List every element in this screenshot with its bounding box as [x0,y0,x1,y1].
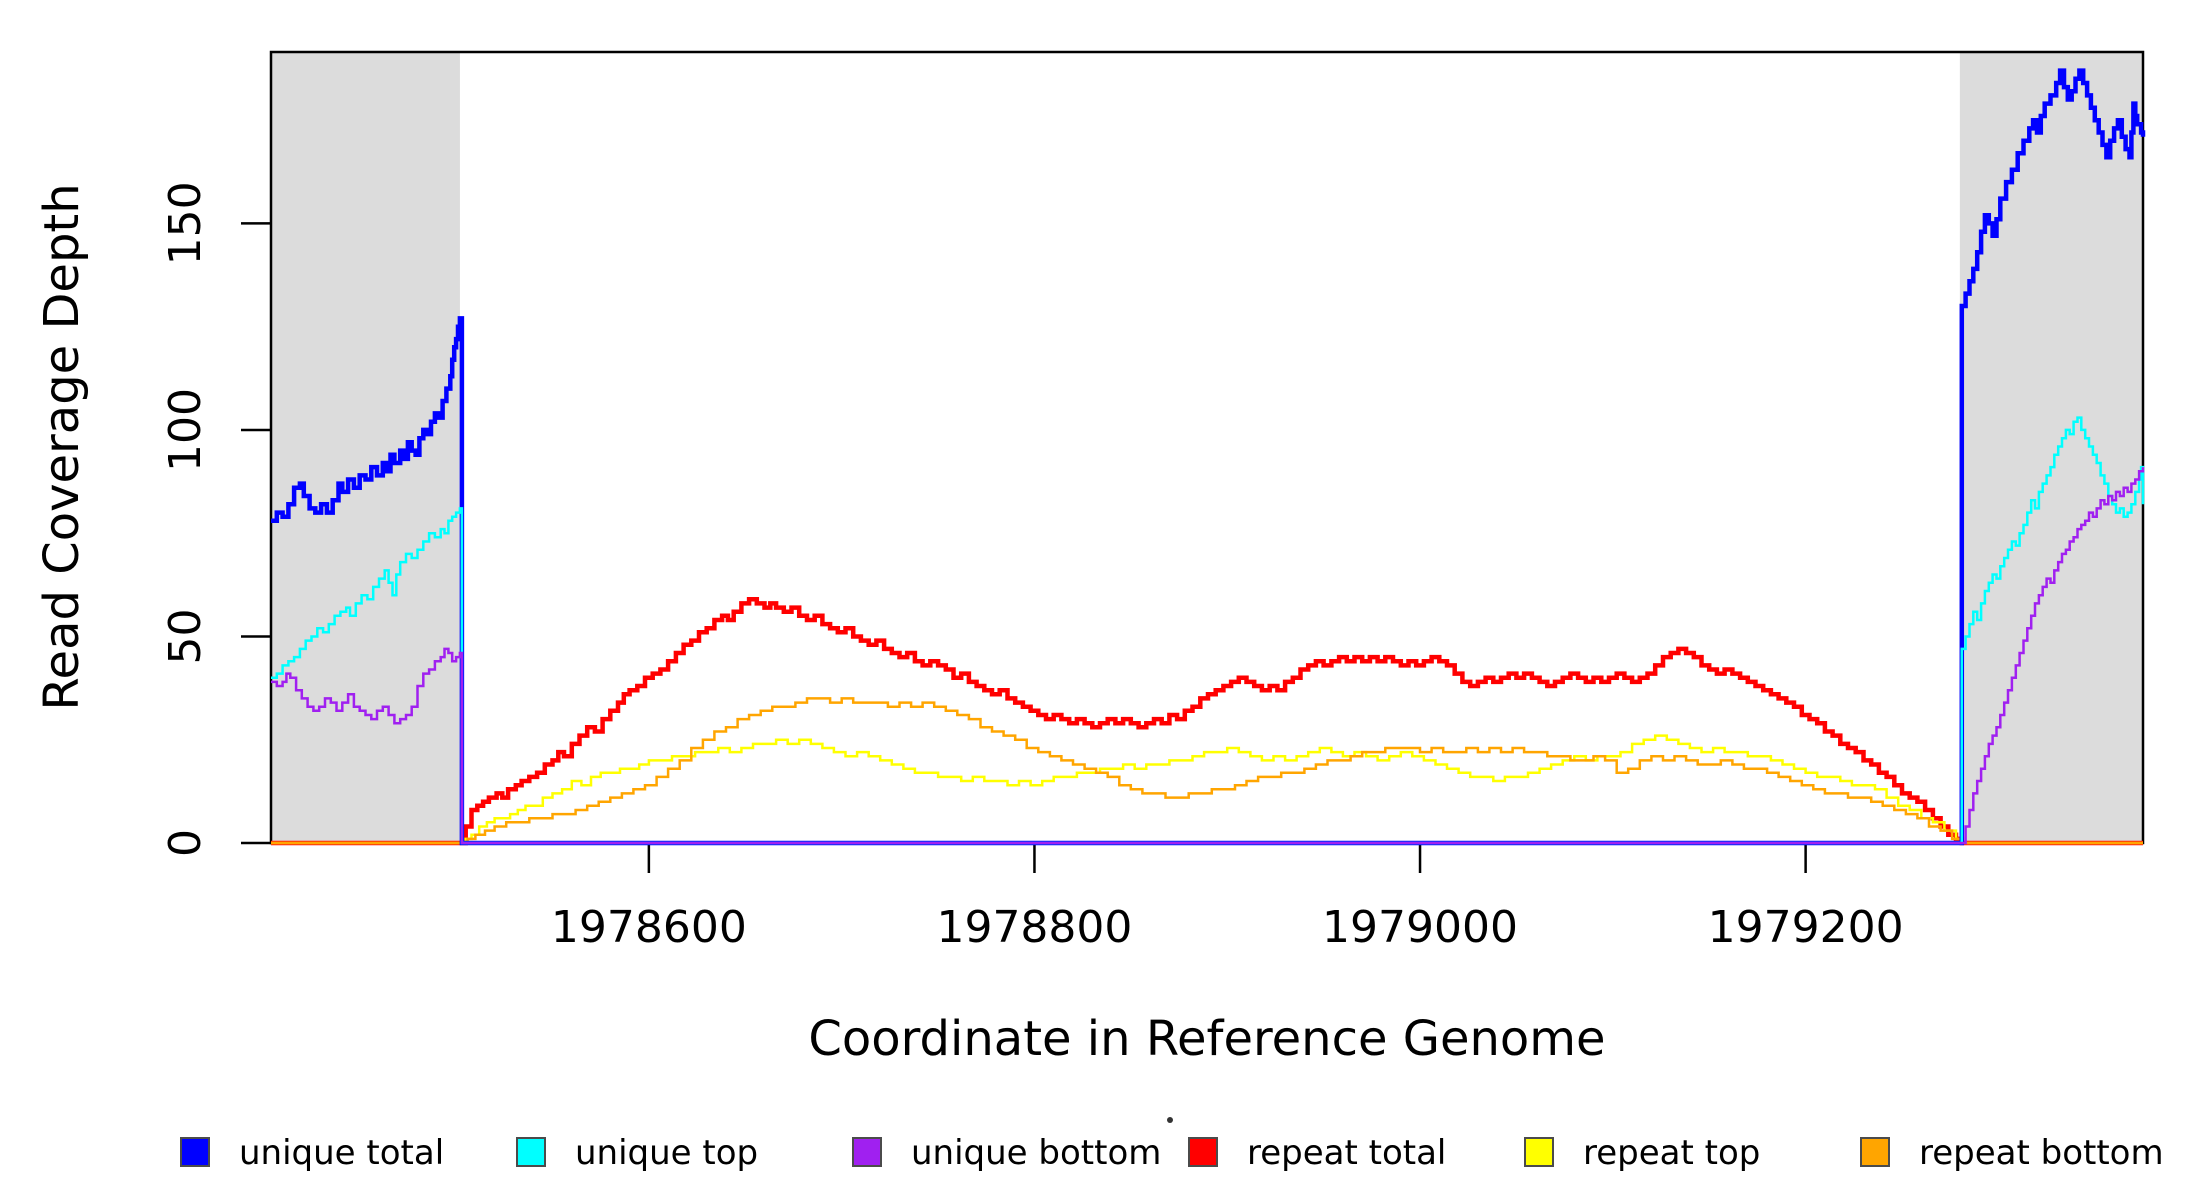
legend-swatch-unique-bottom [852,1137,882,1167]
shaded-regions [271,52,2143,843]
x-axis: 1978600 1978800 1979000 1979200 [551,843,1904,953]
series-line-unique-top [271,416,2145,845]
legend-label-repeat-bottom: repeat bottom [1919,1133,2164,1173]
x-tick-label: 1978800 [936,902,1132,953]
x-tick-label: 1978600 [551,902,747,953]
series-line-repeat-total [271,597,2143,846]
series-line-repeat-bottom [271,697,2143,845]
series-lines [271,68,2146,846]
series-line-unique-bottom [271,467,2145,845]
legend-label-repeat-total: repeat total [1247,1133,1446,1173]
y-axis-title: Read Coverage Depth [34,183,90,710]
x-axis-title: Coordinate in Reference Genome [808,1011,1605,1067]
legend-swatch-unique-total [180,1137,210,1167]
x-tick-label: 1979200 [1708,902,1904,953]
series-line-unique-total [271,68,2146,846]
shaded-region-left [271,52,460,843]
legend: unique total unique top unique bottom repea… [180,1133,2164,1173]
legend-swatch-repeat-bottom [1860,1137,1890,1167]
x-tick-label: 1979000 [1322,902,1518,953]
legend-swatch-repeat-top [1524,1137,1554,1167]
legend-label-unique-total: unique total [239,1133,444,1173]
shaded-region-right [1959,52,2143,843]
series-line-repeat-top [271,734,2143,845]
legend-label-unique-bottom: unique bottom [911,1133,1161,1173]
y-tick-label: 0 [160,829,211,857]
y-tick-label: 100 [160,388,211,472]
legend-label-unique-top: unique top [575,1133,758,1173]
legend-label-repeat-top: repeat top [1583,1133,1760,1173]
y-tick-label: 150 [160,181,211,265]
legend-swatch-repeat-total [1188,1137,1218,1167]
y-axis: 0 50 100 150 [160,181,271,857]
legend-swatch-unique-top [516,1137,546,1167]
stray-dot [1167,1117,1173,1123]
y-tick-label: 50 [160,608,211,664]
